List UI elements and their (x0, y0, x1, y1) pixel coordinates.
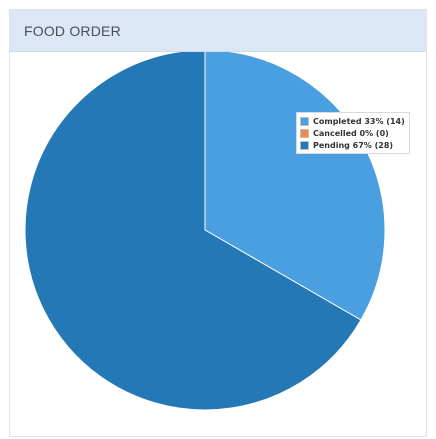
chart-legend: Completed 33% (14) Cancelled 0% (0) Pendin… (296, 112, 410, 154)
legend-label: Pending 67% (28) (313, 140, 394, 150)
legend-item-cancelled[interactable]: Cancelled 0% (0) (300, 127, 405, 139)
legend-label: Completed 33% (14) (313, 116, 405, 126)
pie-slice-pending[interactable] (24, 52, 362, 411)
legend-swatch (300, 128, 309, 138)
panel-title: FOOD ORDER (24, 23, 121, 39)
legend-item-pending[interactable]: Pending 67% (28) (300, 139, 405, 151)
legend-item-completed[interactable]: Completed 33% (14) (300, 115, 405, 127)
pie-chart (24, 52, 386, 411)
legend-swatch (300, 140, 309, 150)
panel-header: FOOD ORDER (10, 10, 426, 52)
legend-label: Cancelled 0% (0) (313, 128, 389, 138)
food-order-panel: FOOD ORDER Completed 33% (14) Cancelled 0… (9, 9, 427, 437)
legend-swatch (300, 116, 309, 126)
chart-area: Completed 33% (14) Cancelled 0% (0) Pendin… (10, 52, 426, 436)
